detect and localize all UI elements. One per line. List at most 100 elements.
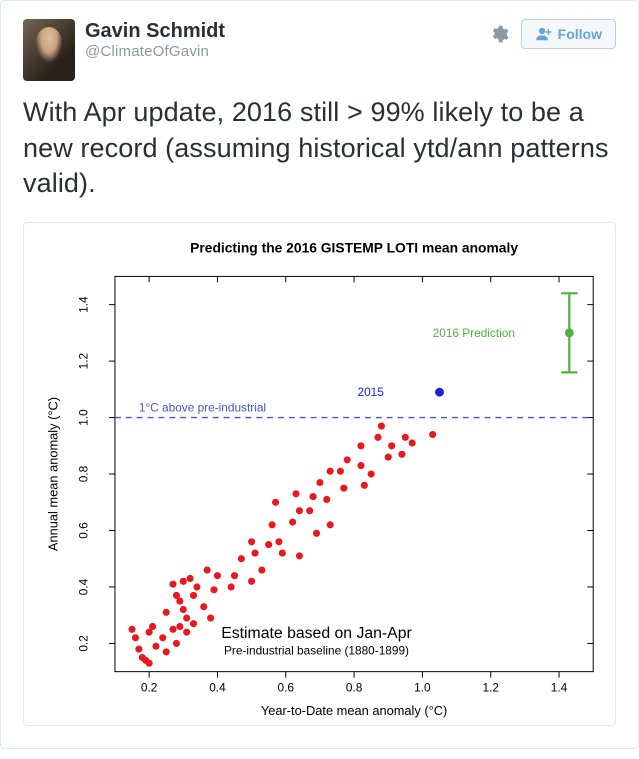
data-point [187, 575, 194, 582]
data-point [163, 648, 170, 655]
data-point [193, 583, 200, 590]
x-tick-label: 0.2 [141, 680, 157, 694]
data-point [409, 439, 416, 446]
data-point [327, 521, 334, 528]
data-point [279, 549, 286, 556]
chart-embed[interactable]: Predicting the 2016 GISTEMP LOTI mean an… [23, 222, 616, 726]
y-tick-label: 1.0 [76, 409, 90, 426]
data-point [159, 634, 166, 641]
point-2015 [435, 388, 444, 397]
data-point [275, 538, 282, 545]
prediction-point [565, 328, 574, 337]
data-point [296, 507, 303, 514]
data-point [248, 538, 255, 545]
y-tick-label: 1.2 [76, 353, 90, 369]
gistemp-scatter-chart: Predicting the 2016 GISTEMP LOTI mean an… [28, 227, 611, 721]
data-point [180, 578, 187, 585]
chart-title: Predicting the 2016 GISTEMP LOTI mean an… [190, 240, 518, 256]
estimate-main: Estimate based on Jan-Apr [221, 625, 412, 642]
data-point [313, 530, 320, 537]
data-point [306, 507, 313, 514]
y-axis-label: Annual mean anomaly (°C) [46, 397, 61, 551]
x-tick-label: 0.8 [346, 680, 363, 694]
data-point [378, 422, 385, 429]
x-tick-label: 0.6 [278, 680, 295, 694]
data-point [398, 451, 405, 458]
data-point [180, 606, 187, 613]
data-point [183, 614, 190, 621]
data-point [231, 572, 238, 579]
data-point [289, 518, 296, 525]
data-point [368, 470, 375, 477]
data-point [316, 479, 323, 486]
data-point [344, 456, 351, 463]
data-point [149, 623, 156, 630]
data-point [340, 484, 347, 491]
data-point [310, 493, 317, 500]
data-point [323, 496, 330, 503]
data-point [361, 482, 368, 489]
gear-icon[interactable] [489, 24, 509, 44]
data-point [128, 626, 135, 633]
data-point [204, 566, 211, 573]
data-point [265, 541, 272, 548]
data-point [292, 490, 299, 497]
author-handle[interactable]: @ClimateOfGavin [85, 43, 489, 60]
data-point [210, 586, 217, 593]
data-point [183, 628, 190, 635]
x-axis-label: Year-to-Date mean anomaly (°C) [261, 703, 447, 718]
data-point [152, 643, 159, 650]
data-point [190, 620, 197, 627]
point-2015-label: 2015 [358, 385, 385, 399]
data-point [238, 555, 245, 562]
y-tick-label: 0.4 [76, 578, 90, 595]
author-block: Gavin Schmidt @ClimateOfGavin [85, 19, 489, 60]
data-point [169, 580, 176, 587]
x-tick-label: 1.4 [551, 680, 568, 694]
data-point [190, 592, 197, 599]
data-point [228, 583, 235, 590]
data-point [269, 521, 276, 528]
avatar[interactable] [23, 19, 75, 81]
data-point [169, 626, 176, 633]
data-point [200, 603, 207, 610]
x-tick-label: 1.0 [414, 680, 431, 694]
data-point [258, 566, 265, 573]
tweet-header: Gavin Schmidt @ClimateOfGavin Follow [23, 19, 616, 81]
follow-button-label: Follow [558, 26, 602, 42]
data-point [251, 549, 258, 556]
author-display-name[interactable]: Gavin Schmidt [85, 19, 489, 43]
data-point [176, 597, 183, 604]
tweet-actions: Follow [489, 19, 616, 49]
data-point [207, 614, 214, 621]
data-point [272, 499, 279, 506]
prediction-label: 2016 Prediction [433, 326, 515, 340]
follow-button[interactable]: Follow [521, 19, 616, 49]
data-point [374, 434, 381, 441]
tweet-card: Gavin Schmidt @ClimateOfGavin Follow Wit… [0, 0, 639, 749]
data-point [248, 578, 255, 585]
data-point [146, 660, 153, 667]
data-point [385, 453, 392, 460]
data-point [132, 634, 139, 641]
y-tick-label: 0.8 [76, 465, 90, 482]
data-point [357, 442, 364, 449]
y-tick-label: 1.4 [76, 296, 90, 313]
y-tick-label: 0.6 [76, 522, 90, 539]
data-point [163, 609, 170, 616]
tweet-text: With Apr update, 2016 still > 99% likely… [23, 95, 616, 202]
x-tick-label: 0.4 [209, 680, 226, 694]
data-point [327, 468, 334, 475]
y-tick-label: 0.2 [76, 635, 90, 651]
data-point [402, 434, 409, 441]
data-point [357, 462, 364, 469]
data-point [214, 572, 221, 579]
data-point [429, 431, 436, 438]
data-point [337, 468, 344, 475]
data-point [296, 552, 303, 559]
x-tick-label: 1.2 [482, 680, 498, 694]
data-point [135, 645, 142, 652]
follow-person-icon [535, 27, 552, 41]
data-point [173, 640, 180, 647]
reference-line-label: 1°C above pre-industrial [139, 401, 266, 415]
